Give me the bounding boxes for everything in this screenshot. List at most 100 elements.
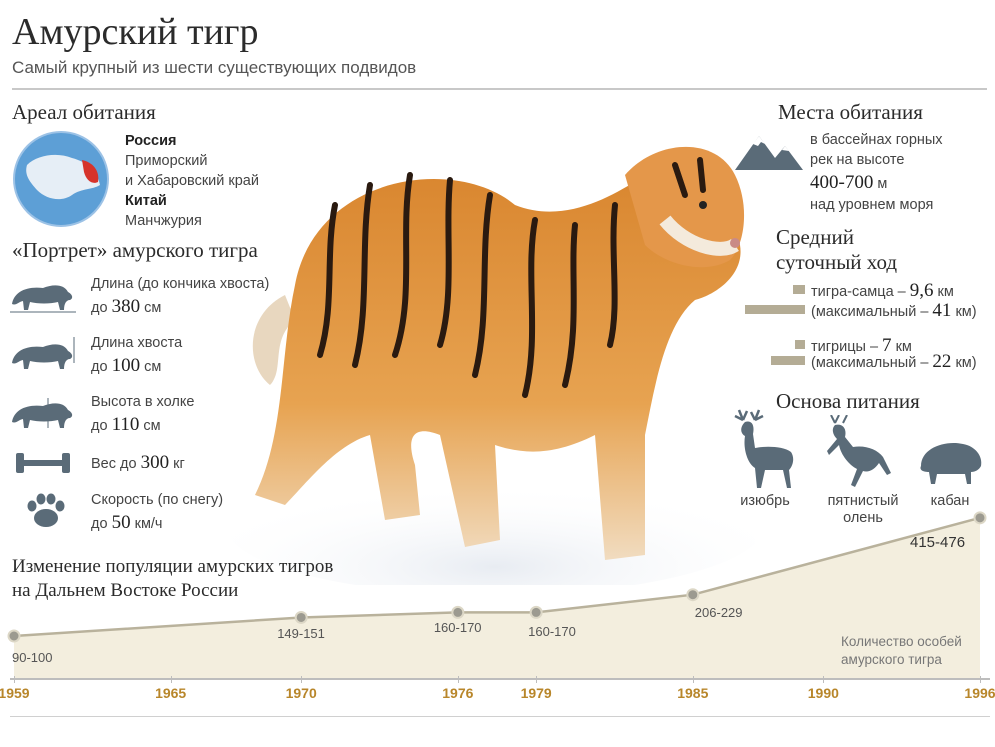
food-item-boar: кабан <box>910 493 990 510</box>
red-deer-icon <box>734 409 794 488</box>
male-avg-unit: км <box>937 284 954 300</box>
male-max-label: (максимальный – <box>811 304 929 320</box>
sika-deer-label-2: олень <box>843 510 883 527</box>
tail-length-icon <box>12 337 75 369</box>
length-value: 380 <box>111 296 141 318</box>
population-legend-1: Количество особей <box>841 634 962 649</box>
population-point-1976 <box>451 605 465 619</box>
tail-value: 100 <box>111 355 141 377</box>
population-label-1970: 149-151 <box>277 626 325 642</box>
female-max-unit: км) <box>955 355 977 371</box>
year-tick <box>301 676 303 683</box>
sika-deer-label-1: пятнистый <box>827 493 899 509</box>
habitat-line-1: в бассейнах горных <box>810 132 943 148</box>
region-russia-2: и Хабаровский край <box>125 173 259 189</box>
population-legend-2: амурского тигра <box>841 652 942 668</box>
year-label-1965: 1965 <box>155 685 187 701</box>
female-avg-unit: км <box>895 339 912 355</box>
year-axis <box>10 678 990 680</box>
male-avg-text: тигра-самца – 9,6 км <box>811 278 954 304</box>
weight-unit: кг <box>173 456 185 472</box>
speed-unit: км/ч <box>134 516 163 533</box>
habitat-title: Места обитания <box>778 100 923 124</box>
female-max-text: (максимальный – 22 км) <box>811 349 977 375</box>
year-label-1996: 1996 <box>964 685 995 701</box>
speed-value: 50 <box>111 512 131 534</box>
female-avg-value: 7 <box>882 335 892 356</box>
population-point-1979 <box>529 605 543 619</box>
portrait-item-tail: Длина хвоста до 100 см <box>8 333 298 383</box>
speed-label: Скорость (по снегу) <box>91 492 224 508</box>
population-point-1970 <box>294 610 308 624</box>
female-max-bar <box>771 356 805 365</box>
boar-icon <box>920 442 982 484</box>
population-label-1996: 415-476 <box>910 533 966 551</box>
weight-value: 300 <box>140 452 170 473</box>
portrait-item-height: Высота в холке до 110 см <box>8 392 298 442</box>
population-point-1985 <box>686 588 700 602</box>
daily-title-1: Средний <box>776 225 854 249</box>
food-item-red-deer: изюбрь <box>725 493 805 510</box>
areal-title: Ареал обитания <box>12 100 156 124</box>
year-tick <box>457 676 459 683</box>
habitat-altitude: 400-700 <box>810 172 874 194</box>
year-label-1985: 1985 <box>677 685 709 701</box>
year-tick <box>823 676 825 683</box>
female-avg-text: тигрицы – 7 км <box>811 333 912 359</box>
female-max-label: (максимальный – <box>811 355 929 371</box>
globe-map-icon <box>13 131 109 227</box>
habitat-altitude-unit: м <box>877 176 888 193</box>
tiger-illustration <box>225 146 755 585</box>
sika-deer-icon <box>827 415 891 487</box>
female-max-value: 22 <box>932 351 952 372</box>
male-max-bar <box>745 305 805 314</box>
population-area <box>14 517 980 678</box>
population-point-1959 <box>7 629 21 643</box>
country-russia: Россия <box>125 133 177 149</box>
population-label-1959: 90-100 <box>12 650 53 665</box>
dumbbell-icon <box>16 453 70 473</box>
food-title: Основа питания <box>776 389 920 413</box>
red-deer-label: изюбрь <box>740 493 790 509</box>
portrait-item-speed: Скорость (по снегу) до 50 км/ч <box>8 490 298 540</box>
speed-prefix: до <box>91 516 108 533</box>
length-unit: см <box>144 300 162 317</box>
male-max-unit: км) <box>955 304 977 320</box>
boar-label: кабан <box>930 493 970 509</box>
year-label-1990: 1990 <box>807 685 839 701</box>
portrait-item-length: Длина (до кончика хвоста) до 380 см <box>8 274 298 324</box>
tail-label: Длина хвоста <box>91 335 183 351</box>
height-prefix: до <box>91 418 108 435</box>
food-item-sika-deer: пятнистый олень <box>818 493 908 528</box>
tail-unit: см <box>144 359 162 376</box>
population-title-1: Изменение популяции амурских тигров <box>12 556 334 577</box>
height-value: 110 <box>111 414 140 436</box>
region-russia-1: Приморский <box>125 153 208 169</box>
population-label-1976: 160-170 <box>433 620 482 636</box>
portrait-item-weight: Вес до 300 кг <box>8 448 298 498</box>
tiger-length-icon <box>10 285 76 313</box>
male-avg-bar <box>793 285 805 294</box>
population-label-1985: 206-229 <box>694 604 743 620</box>
header-divider <box>12 88 987 90</box>
population-title-2: на Дальнем Востоке России <box>12 579 239 601</box>
year-label-1979: 1979 <box>520 685 552 701</box>
bottom-divider <box>10 716 990 717</box>
weight-label: Вес до <box>91 456 137 472</box>
year-tick <box>980 676 981 683</box>
length-label: Длина (до кончика хвоста) <box>91 276 270 292</box>
year-tick <box>14 676 15 683</box>
year-label-1976: 1976 <box>442 685 474 701</box>
population-label-1979: 160-170 <box>528 624 576 640</box>
habitat-line-2: рек на высоте <box>810 151 905 168</box>
portrait-title: «Портрет» амурского тигра <box>12 238 258 262</box>
region-china: Манчжурия <box>125 213 202 229</box>
year-label-1970: 1970 <box>285 685 317 701</box>
male-max-text: (максимальный – 41 км) <box>811 298 977 324</box>
length-prefix: до <box>91 300 108 317</box>
population-point-1996 <box>973 511 987 525</box>
male-max-value: 41 <box>932 300 952 321</box>
tail-prefix: до <box>91 359 108 376</box>
height-label: Высота в холке <box>91 394 195 410</box>
